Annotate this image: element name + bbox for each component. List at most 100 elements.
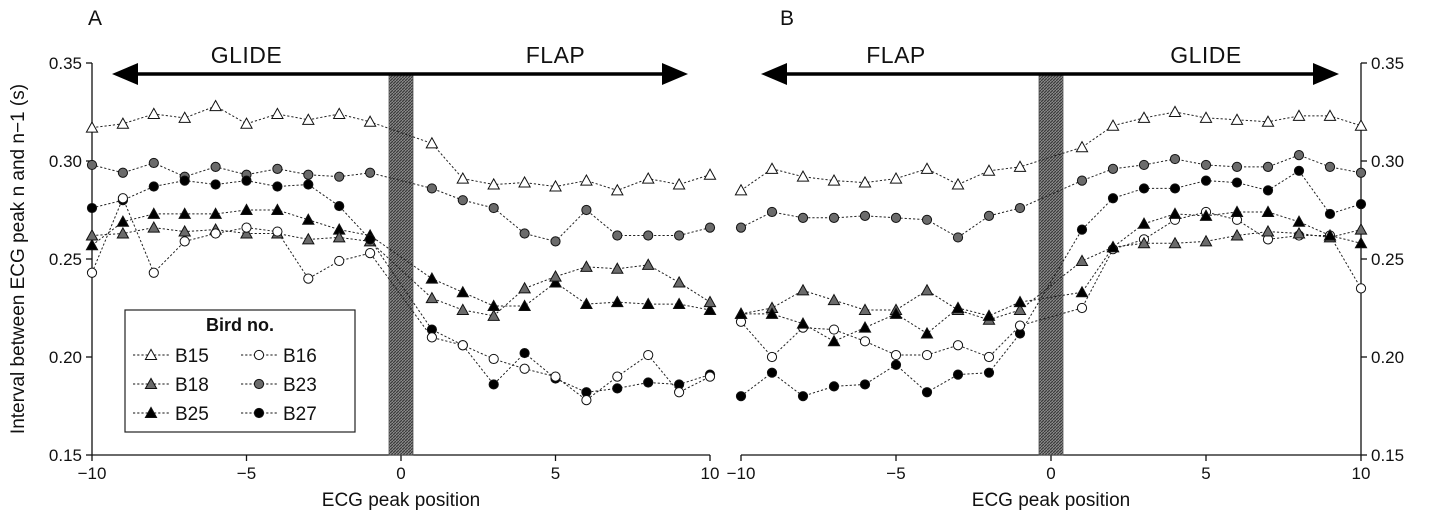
data-point (1354, 119, 1368, 131)
data-point (610, 183, 624, 196)
data-point (1355, 199, 1367, 210)
y-tick-label: 0.20 (1371, 348, 1404, 367)
data-point (921, 349, 933, 361)
y-tick-label: 0.15 (49, 446, 82, 465)
data-point (241, 175, 252, 186)
data-point (951, 301, 965, 313)
data-point (983, 210, 995, 221)
data-point (734, 307, 748, 319)
data-point (425, 136, 439, 149)
data-point (1324, 208, 1336, 220)
data-point (209, 207, 223, 219)
data-point (1324, 161, 1336, 172)
data-point (487, 177, 501, 190)
legend-label: B15 (175, 346, 209, 367)
data-point (1013, 160, 1027, 172)
series-line (91, 227, 711, 317)
data-point (766, 206, 778, 218)
data-point (703, 168, 717, 180)
data-point (147, 107, 161, 119)
data-point (365, 234, 376, 245)
series-b27 (735, 165, 1367, 402)
data-point (303, 169, 314, 180)
y-tick-label: 0.20 (49, 348, 82, 367)
data-point (735, 222, 747, 233)
data-point (365, 248, 376, 259)
data-point (1292, 226, 1306, 239)
x-tick-label: 0 (1046, 464, 1055, 483)
data-point (859, 379, 871, 390)
data-point (519, 228, 530, 239)
series-line (91, 180, 711, 393)
transition-bar (388, 73, 414, 456)
data-point (85, 228, 99, 241)
data-point (1075, 140, 1089, 153)
data-point (890, 212, 902, 223)
data-point (549, 270, 562, 282)
data-point (641, 172, 655, 184)
data-point (1076, 224, 1088, 235)
data-point (178, 224, 192, 237)
data-point (116, 117, 130, 129)
data-point (117, 167, 129, 178)
data-point (1293, 165, 1305, 176)
data-point (704, 371, 716, 382)
data-point (365, 167, 376, 178)
data-point (827, 334, 841, 347)
data-point (86, 202, 98, 214)
x-axis-title: ECG peak position (972, 490, 1130, 511)
data-point (426, 183, 437, 194)
data-point (1261, 224, 1275, 237)
data-point (179, 175, 190, 186)
data-point (921, 387, 933, 398)
phase-label-left: FLAP (866, 42, 926, 68)
phase-label-right: FLAP (526, 42, 586, 68)
series-b25 (85, 203, 717, 315)
data-point (179, 236, 190, 247)
panel-b: −10 −5 0 5 100.15 0.20 0.25 0.30 0.35 ECG peak po… (727, 7, 1405, 511)
data-point (734, 183, 748, 196)
data-point (1013, 303, 1027, 315)
data-point (1137, 217, 1151, 229)
legend-label: B25 (175, 404, 209, 425)
series-b16 (86, 193, 716, 406)
x-tick-label: 5 (551, 464, 560, 483)
data-point (426, 332, 437, 343)
data-point (1168, 105, 1182, 117)
data-point (766, 367, 778, 378)
data-point (209, 99, 223, 112)
data-point (889, 172, 903, 184)
legend-box (124, 309, 356, 433)
x-tick-label: −5 (237, 464, 256, 483)
data-point (1076, 175, 1088, 186)
data-point (1292, 215, 1306, 227)
data-point (457, 340, 468, 351)
data-point (1262, 185, 1274, 196)
transition-bar (1038, 73, 1064, 456)
data-point (765, 307, 779, 319)
data-point (952, 369, 964, 380)
data-point (1355, 283, 1367, 294)
data-point (363, 115, 377, 127)
x-tick-label: −5 (886, 464, 905, 483)
data-point (303, 273, 314, 284)
legend: Bird no. B15 B16 B18 B23 B25 B27 (124, 309, 356, 433)
data-point (704, 222, 716, 233)
y-tick-label: 0.35 (49, 54, 82, 73)
data-point (641, 297, 655, 310)
data-point (796, 170, 810, 182)
data-point (86, 267, 98, 278)
legend-title: Bird no. (206, 315, 274, 335)
data-point (581, 395, 592, 406)
data-point (1200, 175, 1212, 186)
data-point (1231, 177, 1243, 188)
series-line (740, 229, 1362, 321)
data-point (241, 222, 252, 233)
data-point (982, 164, 996, 176)
data-point (983, 367, 995, 378)
data-point (1199, 209, 1213, 221)
data-point (240, 117, 253, 129)
data-point (859, 336, 871, 347)
data-point (148, 157, 159, 169)
